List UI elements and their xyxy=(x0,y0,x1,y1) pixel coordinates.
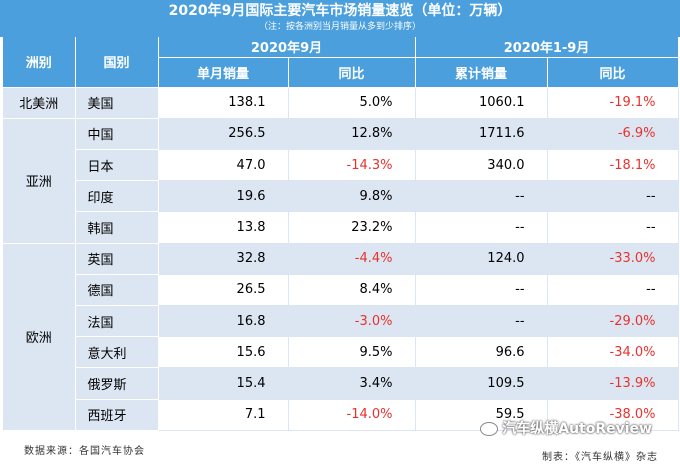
continent-cell: 欧洲 xyxy=(3,243,76,432)
yoy-month-cell: 5.0% xyxy=(288,87,416,119)
table-row: 韩国 13.8 23.2% -- -- xyxy=(3,211,679,244)
cumulative-sales-cell: 124.0 xyxy=(415,243,548,275)
yoy-ytd-cell: -6.9% xyxy=(547,118,679,150)
table-row: 印度 19.6 9.8% -- -- xyxy=(3,180,679,213)
monthly-sales-cell: 26.5 xyxy=(158,274,289,307)
cumulative-sales-cell: 109.5 xyxy=(415,367,548,400)
data-source: 数据来源：各国汽车协会 xyxy=(24,446,145,457)
yoy-month-cell: 3.4% xyxy=(288,367,416,400)
continent-cell: 亚洲 xyxy=(3,118,76,244)
monthly-sales-cell: 13.8 xyxy=(158,211,289,244)
yoy-ytd-cell: -19.1% xyxy=(547,87,679,119)
monthly-sales-cell: 138.1 xyxy=(158,87,289,119)
sales-table: 洲别 国别 2020年9月 2020年1-9月 单月销量 同比 累计销量 同比 … xyxy=(3,37,679,432)
yoy-ytd-cell: -34.0% xyxy=(547,336,679,369)
monthly-sales-cell: 19.6 xyxy=(158,180,289,213)
country-cell: 美国 xyxy=(75,87,159,119)
table-row: 日本 47.0 -14.3% 340.0 -18.1% xyxy=(3,149,679,182)
yoy-month-cell: 9.8% xyxy=(288,180,416,213)
table-row: 西班牙 7.1 -14.0% 59.5 -38.0% xyxy=(3,399,679,432)
monthly-sales-cell: 7.1 xyxy=(158,399,289,432)
yoy-ytd-cell: -- xyxy=(547,211,679,244)
yoy-ytd-cell: -- xyxy=(547,274,679,307)
cumulative-sales-cell: -- xyxy=(415,180,548,213)
continent-cell: 北美洲 xyxy=(3,87,76,119)
country-cell: 德国 xyxy=(75,274,159,307)
header-cumulative-sales: 累计销量 xyxy=(415,57,548,88)
yoy-month-cell: -3.0% xyxy=(288,305,416,338)
yoy-month-cell: 23.2% xyxy=(288,211,416,244)
cumulative-sales-cell: 96.6 xyxy=(415,336,548,369)
table-row: 俄罗斯 15.4 3.4% 109.5 -13.9% xyxy=(3,367,679,400)
table-row: 意大利 15.6 9.5% 96.6 -34.0% xyxy=(3,336,679,369)
table-row: 欧洲 英国 32.8 -4.4% 124.0 -33.0% xyxy=(3,243,679,432)
cumulative-sales-cell: -- xyxy=(415,274,548,307)
country-cell: 法国 xyxy=(75,305,159,338)
monthly-sales-cell: 256.5 xyxy=(158,118,289,150)
cumulative-sales-cell: 1060.1 xyxy=(415,87,548,119)
yoy-ytd-cell: -29.0% xyxy=(547,305,679,338)
monthly-sales-cell: 15.4 xyxy=(158,367,289,400)
country-cell: 韩国 xyxy=(75,211,159,244)
monthly-sales-cell: 47.0 xyxy=(158,149,289,182)
yoy-ytd-cell: -38.0% xyxy=(547,399,679,432)
yoy-month-cell: 9.5% xyxy=(288,336,416,369)
yoy-month-cell: -4.4% xyxy=(288,243,416,275)
yoy-month-cell: 12.8% xyxy=(288,118,416,150)
cumulative-sales-cell: -- xyxy=(415,211,548,244)
cumulative-sales-cell: 340.0 xyxy=(415,149,548,182)
header-period-month: 2020年9月 xyxy=(158,37,416,58)
table-row: 法国 16.8 -3.0% -- -29.0% xyxy=(3,305,679,338)
yoy-ytd-cell: -- xyxy=(547,180,679,213)
monthly-sales-cell: 16.8 xyxy=(158,305,289,338)
watermark: 汽车纵横AutoReview xyxy=(480,418,652,438)
header-yoy-month: 同比 xyxy=(288,57,416,88)
country-cell: 中国 xyxy=(75,118,159,150)
footer: 数据来源：各国汽车协会 制表：《汽车纵横》杂志 xyxy=(0,434,680,464)
cumulative-sales-cell: 1711.6 xyxy=(415,118,548,150)
table-row: 北美洲 美国 138.1 5.0% 1060.1 -19.1% xyxy=(3,87,679,119)
cumulative-sales-cell: -- xyxy=(415,305,548,338)
table-title: 2020年9月国际主要汽车市场销量速览（单位：万辆） xyxy=(168,3,512,19)
table-maker: 制表：《汽车纵横》杂志 xyxy=(542,452,658,463)
watermark-text: 汽车纵横AutoReview xyxy=(502,421,652,437)
wechat-icon xyxy=(480,422,499,436)
country-cell: 日本 xyxy=(75,149,159,182)
country-cell: 西班牙 xyxy=(75,399,159,432)
country-cell: 俄罗斯 xyxy=(75,367,159,400)
yoy-ytd-cell: -33.0% xyxy=(547,243,679,275)
country-cell: 印度 xyxy=(75,180,159,213)
monthly-sales-cell: 32.8 xyxy=(158,243,289,275)
table-row: 德国 26.5 8.4% -- -- xyxy=(3,274,679,307)
yoy-month-cell: -14.0% xyxy=(288,399,416,432)
yoy-month-cell: -14.3% xyxy=(288,149,416,182)
table-subtitle: （注：按各洲别当月销量从多到少排序） xyxy=(258,22,421,32)
yoy-month-cell: 8.4% xyxy=(288,274,416,307)
yoy-ytd-cell: -13.9% xyxy=(547,367,679,400)
header-continent: 洲别 xyxy=(3,37,76,88)
header-yoy-ytd: 同比 xyxy=(547,57,679,88)
header-monthly-sales: 单月销量 xyxy=(158,57,289,88)
header-period-ytd: 2020年1-9月 xyxy=(415,37,679,58)
monthly-sales-cell: 15.6 xyxy=(158,336,289,369)
header-country: 国别 xyxy=(75,37,159,88)
title-band: 2020年9月国际主要汽车市场销量速览（单位：万辆） （注：按各洲别当月销量从多… xyxy=(0,0,680,37)
yoy-ytd-cell: -18.1% xyxy=(547,149,679,182)
table-row: 亚洲 中国 256.5 12.8% 1711.6 -6.9% xyxy=(3,118,679,244)
country-cell: 意大利 xyxy=(75,336,159,369)
country-cell: 英国 xyxy=(75,243,159,275)
